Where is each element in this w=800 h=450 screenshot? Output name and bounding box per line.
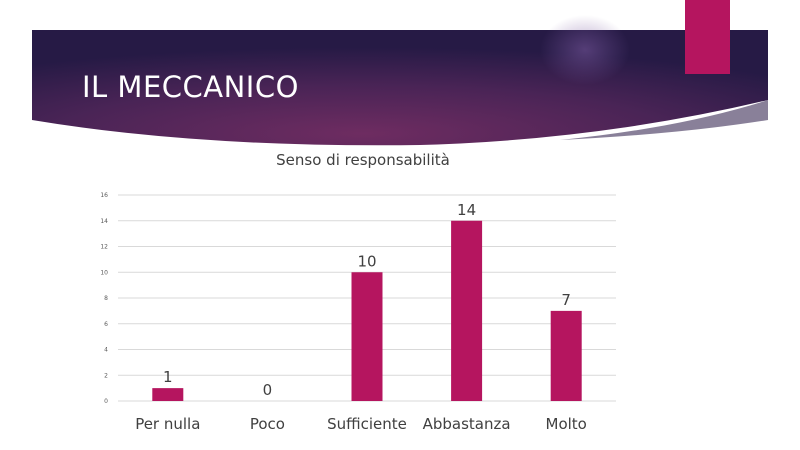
y-tick-label: 2: [104, 372, 108, 379]
x-category-label: Per nulla: [135, 415, 200, 433]
y-tick-label: 4: [104, 347, 108, 354]
bar-per-nulla: [152, 388, 184, 401]
x-category-label: Abbastanza: [423, 415, 511, 433]
y-tick-label: 14: [100, 218, 108, 225]
data-label: 0: [263, 381, 273, 399]
slide-title: IL MECCANICO: [82, 70, 299, 104]
bar-abbastanza: [451, 220, 483, 401]
data-label: 14: [457, 201, 476, 219]
y-tick-label: 10: [100, 269, 108, 276]
x-category-label: Molto: [546, 415, 587, 433]
x-category-label: Poco: [250, 415, 285, 433]
bar-molto: [550, 310, 582, 401]
bar-sufficiente: [351, 272, 383, 401]
accent-tab: [685, 0, 730, 74]
data-label: 1: [163, 368, 173, 386]
x-category-label: Sufficiente: [327, 415, 407, 433]
y-tick-label: 16: [100, 192, 108, 199]
title-banner: [32, 0, 768, 146]
chart-title: Senso di responsabilità: [276, 151, 450, 169]
y-tick-label: 6: [104, 321, 108, 328]
y-tick-label: 8: [104, 295, 108, 302]
data-label: 10: [357, 252, 376, 270]
y-tick-label: 0: [104, 398, 108, 405]
data-label: 7: [561, 291, 571, 309]
y-tick-label: 12: [100, 244, 108, 251]
